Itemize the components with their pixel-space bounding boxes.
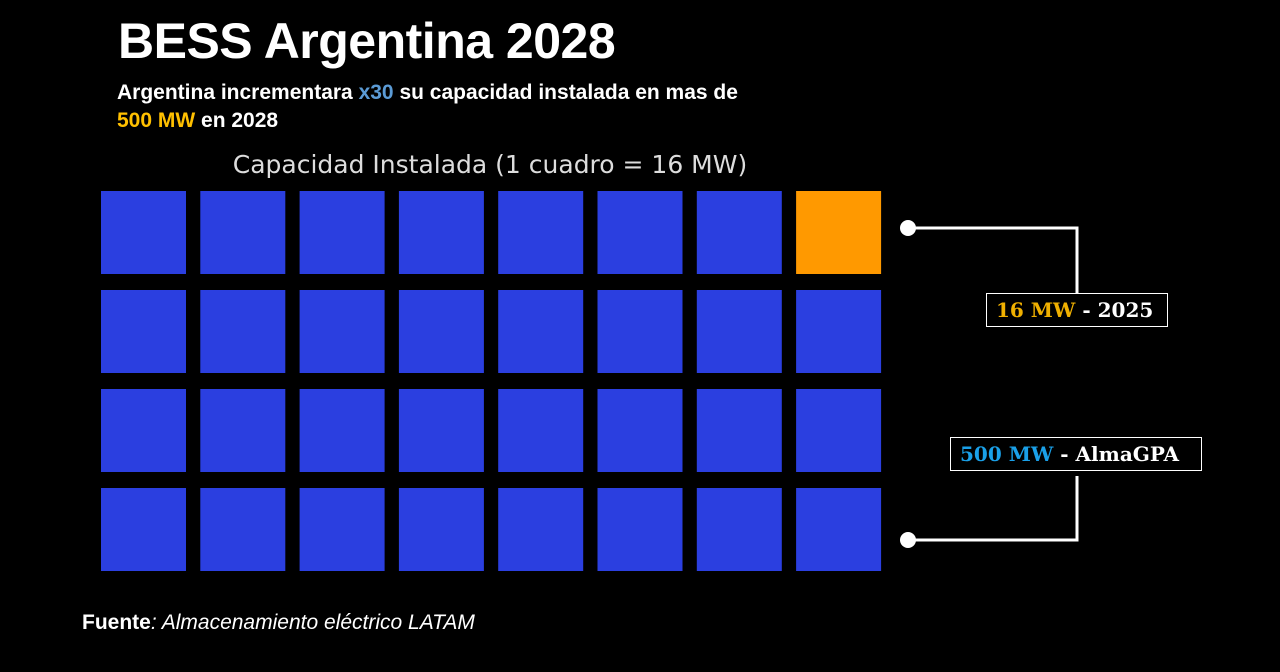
waffle-cell bbox=[498, 488, 584, 571]
waffle-cell bbox=[398, 290, 484, 373]
subtitle-text: Argentina incrementara bbox=[117, 81, 359, 104]
waffle-cell bbox=[597, 389, 683, 472]
waffle-cell bbox=[696, 191, 782, 274]
waffle-cell bbox=[101, 191, 186, 274]
subtitle-capacity: 500 MW bbox=[117, 109, 196, 132]
annotation-value: 16 MW bbox=[996, 298, 1076, 322]
waffle-cell bbox=[796, 290, 882, 373]
source-note: Fuente: Almacenamiento eléctrico LATAM bbox=[82, 611, 475, 635]
chart-title: Capacidad Instalada (1 cuadro = 16 MW) bbox=[232, 150, 748, 179]
subtitle-multiplier: x30 bbox=[358, 81, 394, 104]
waffle-cell bbox=[200, 488, 286, 571]
waffle-cell bbox=[597, 290, 683, 373]
subtitle: Argentina incrementara x30 su capacidad … bbox=[117, 79, 877, 135]
waffle-cell bbox=[498, 389, 584, 472]
waffle-cell bbox=[398, 488, 484, 571]
annotation-almagpa: 500 MW - AlmaGPA bbox=[950, 437, 1202, 471]
waffle-cell bbox=[498, 191, 584, 274]
waffle-cell bbox=[200, 290, 286, 373]
waffle-cell bbox=[796, 389, 882, 472]
waffle-cell bbox=[597, 191, 683, 274]
waffle-cell bbox=[696, 488, 782, 571]
waffle-cell bbox=[200, 389, 286, 472]
waffle-cell bbox=[398, 389, 484, 472]
waffle-cell bbox=[299, 290, 385, 373]
waffle-cell bbox=[696, 290, 782, 373]
waffle-cell bbox=[101, 389, 186, 472]
connector-line bbox=[908, 476, 1079, 542]
annotation-text: - AlmaGPA bbox=[1053, 442, 1179, 466]
subtitle-text: en 2028 bbox=[195, 109, 279, 132]
annotation-text: - 2025 bbox=[1075, 298, 1154, 322]
source-label: Fuente bbox=[82, 611, 151, 634]
waffle-cell bbox=[101, 290, 186, 373]
subtitle-text: su capacidad instalada en mas de bbox=[393, 81, 738, 104]
connector-line bbox=[908, 226, 1079, 293]
waffle-cell bbox=[299, 389, 385, 472]
waffle-cell bbox=[796, 488, 882, 571]
waffle-cell bbox=[200, 191, 286, 274]
waffle-cell bbox=[498, 290, 584, 373]
waffle-cell bbox=[597, 488, 683, 571]
waffle-cell bbox=[299, 488, 385, 571]
page-title: BESS Argentina 2028 bbox=[118, 13, 616, 69]
waffle-cell bbox=[101, 488, 186, 571]
waffle-cell bbox=[398, 191, 484, 274]
source-text: : Almacenamiento eléctrico LATAM bbox=[150, 611, 475, 634]
annotation-value: 500 MW bbox=[960, 442, 1054, 466]
waffle-cell bbox=[299, 191, 385, 274]
annotation-2025: 16 MW - 2025 bbox=[986, 293, 1168, 327]
waffle-cell-highlighted bbox=[796, 191, 882, 274]
waffle-cell bbox=[696, 389, 782, 472]
